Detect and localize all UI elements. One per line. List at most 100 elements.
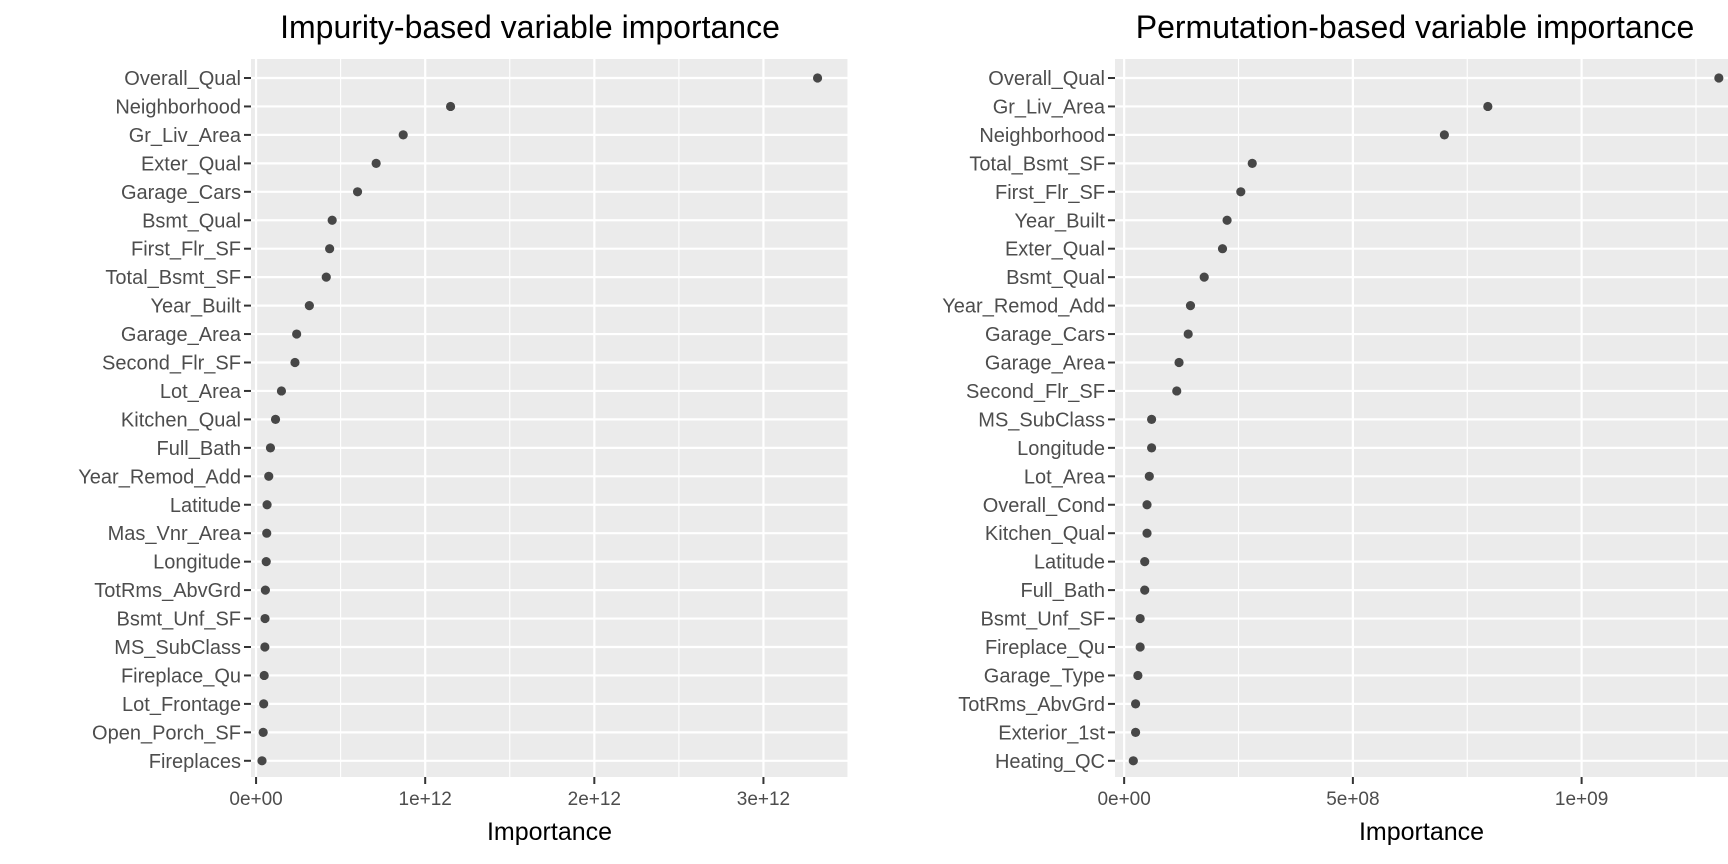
x-tick-label: 3e+12 [737, 789, 790, 810]
y-tick-label: Year_Remod_Add [942, 296, 1105, 318]
y-tick-label: Overall_Qual [988, 68, 1105, 90]
y-tick-label: Neighborhood [979, 125, 1105, 147]
data-point [1133, 670, 1143, 681]
impurity-importance-panel: Overall_Qual Neighborhood Gr_Liv_Area Exter… [78, 9, 849, 846]
data-point [1247, 158, 1257, 168]
y-tick-label: Total_Bsmt_SF [105, 267, 241, 289]
y-tick-label: Latitude [1034, 552, 1105, 574]
y-tick-label: Full_Bath [1021, 580, 1106, 602]
data-point [325, 244, 335, 254]
data-point [1183, 329, 1193, 339]
x-axis-title: Importance [487, 818, 612, 846]
x-tick-label: 5e+08 [1326, 789, 1379, 810]
y-tick-label: Year_Built [1015, 210, 1106, 232]
data-point [1185, 301, 1196, 311]
data-point [259, 670, 269, 681]
y-tick-label: Garage_Area [985, 353, 1106, 375]
y-tick-label: Garage_Type [984, 665, 1105, 687]
x-tick-label: 2e+12 [568, 789, 621, 810]
y-tick-label: Total_Bsmt_SF [969, 153, 1105, 175]
plot-title: Impurity-based variable importance [280, 9, 780, 45]
y-tick-label: TotRms_AbvGrd [958, 694, 1105, 716]
data-point [304, 301, 314, 311]
permutation-importance-panel: Overall_Qual Gr_Liv_Area Neighborhood Total… [942, 9, 1728, 846]
y-tick-label: Gr_Liv_Area [993, 96, 1106, 118]
y-tick-label: Bsmt_Qual [1006, 267, 1105, 289]
y-tick-label: Neighborhood [115, 96, 241, 118]
data-point [1222, 215, 1232, 225]
data-point [276, 386, 287, 396]
panel-background [1115, 59, 1728, 777]
data-point [1146, 414, 1157, 424]
data-point [1236, 187, 1246, 197]
data-point [1140, 557, 1150, 567]
data-point [1439, 130, 1449, 140]
y-tick-label: MS_SubClass [978, 409, 1105, 431]
y-tick-label: Garage_Cars [985, 324, 1105, 346]
y-tick-label: Bsmt_Unf_SF [117, 609, 241, 631]
y-tick-label: Mas_Vnr_Area [108, 523, 242, 545]
data-point [292, 329, 302, 339]
data-point [445, 101, 456, 112]
y-tick-label: Overall_Qual [124, 68, 241, 90]
data-point [1714, 73, 1724, 83]
y-tick-label: First_Flr_SF [131, 239, 241, 261]
data-point [1128, 756, 1138, 766]
x-tick-label: 1e+12 [399, 789, 452, 810]
x-axis-title: Importance [1359, 818, 1484, 846]
data-point [261, 557, 271, 567]
y-tick-label: Fireplace_Qu [121, 665, 241, 687]
y-tick-label: Lot_Frontage [122, 694, 241, 716]
data-point [1142, 528, 1152, 538]
y-tick-label: MS_SubClass [114, 637, 241, 659]
plot-title: Permutation-based variable importance [1136, 9, 1695, 45]
data-point [1146, 443, 1157, 453]
data-point [321, 272, 331, 282]
data-point [260, 642, 270, 652]
data-point [260, 613, 270, 624]
data-point [257, 756, 267, 766]
y-tick-label: Full_Bath [157, 438, 242, 460]
data-point [352, 187, 363, 197]
data-point [1130, 699, 1141, 709]
y-tick-label: Longitude [1017, 438, 1105, 460]
y-tick-label: Open_Porch_SF [92, 722, 241, 744]
data-point [1135, 613, 1145, 624]
data-point [262, 528, 272, 538]
data-point [1142, 500, 1152, 510]
data-point [290, 357, 300, 368]
data-point [262, 500, 272, 510]
y-tick-label: Longitude [153, 552, 241, 574]
y-tick-label: Latitude [170, 495, 241, 517]
y-tick-label: Garage_Cars [121, 182, 241, 204]
y-tick-label: Overall_Cond [983, 495, 1105, 517]
y-tick-label: Garage_Area [121, 324, 242, 346]
data-point [259, 699, 269, 709]
y-tick-label: First_Flr_SF [995, 182, 1105, 204]
y-tick-label: TotRms_AbvGrd [94, 580, 241, 602]
data-point [1130, 727, 1141, 737]
y-tick-label: Year_Built [151, 296, 242, 318]
data-point [1140, 585, 1150, 595]
data-point [258, 727, 268, 737]
data-point [398, 130, 408, 140]
y-tick-label: Bsmt_Unf_SF [981, 609, 1105, 631]
y-tick-label: Lot_Area [1024, 466, 1106, 488]
panel-background [251, 59, 848, 777]
y-tick-label: Heating_QC [995, 751, 1105, 773]
data-point [812, 73, 823, 83]
y-tick-label: Fireplace_Qu [985, 637, 1105, 659]
data-point [1174, 357, 1184, 368]
data-point [260, 585, 270, 595]
data-point [1135, 642, 1145, 652]
data-point [264, 471, 274, 481]
data-point [371, 158, 381, 168]
y-tick-label: Gr_Liv_Area [129, 125, 242, 147]
y-tick-label: Second_Flr_SF [966, 381, 1105, 403]
y-tick-label: Exterior_1st [998, 722, 1105, 744]
y-tick-label: Kitchen_Qual [121, 409, 241, 431]
y-tick-label: Fireplaces [149, 751, 241, 773]
x-tick-label: 1e+09 [1555, 789, 1608, 810]
y-tick-label: Second_Flr_SF [102, 353, 241, 375]
data-point [270, 414, 281, 424]
